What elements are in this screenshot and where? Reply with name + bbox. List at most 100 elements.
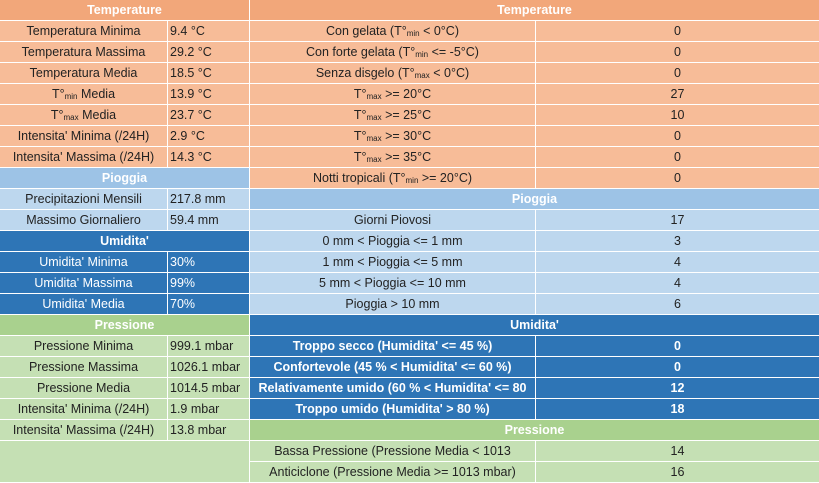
label-part: Senza disgelo (T°	[315, 66, 415, 80]
empty-filler-cell	[0, 441, 249, 482]
label-part: >= 20°C	[381, 87, 432, 101]
row-label: 1 mm < Pioggia <= 5 mm	[250, 252, 535, 272]
row-value: 10	[536, 105, 819, 125]
table-row: T°min Media 13.9 °C	[0, 84, 249, 104]
table-row: Pioggia > 10 mm 6	[250, 294, 819, 314]
row-label: Temperatura Media	[0, 63, 167, 83]
row-label: Pressione Minima	[0, 336, 167, 356]
row-value: 30%	[168, 252, 249, 272]
temperature-section-header: Temperature	[0, 0, 249, 20]
row-value: 0	[536, 21, 819, 41]
table-row: Umidita' Minima 30%	[0, 252, 249, 272]
table-row: Precipitazioni Mensili 217.8 mm	[0, 189, 249, 209]
table-row: 0 mm < Pioggia <= 1 mm 3	[250, 231, 819, 251]
row-label: Intensita' Minima (/24H)	[0, 399, 167, 419]
row-label: Notti tropicali (T°min >= 20°C)	[250, 168, 535, 188]
table-row: Temperatura Massima 29.2 °C	[0, 42, 249, 62]
row-value: 17	[536, 210, 819, 230]
table-row: Intensita' Massima (/24H) 14.3 °C	[0, 147, 249, 167]
row-label: Relativamente umido (60 % < Humidita' <=…	[250, 378, 535, 398]
row-value: 1014.5 mbar	[168, 378, 249, 398]
row-value: 4	[536, 273, 819, 293]
label-subscript: max	[414, 71, 430, 80]
row-label: 5 mm < Pioggia <= 10 mm	[250, 273, 535, 293]
table-row: T°max >= 25°C 10	[250, 105, 819, 125]
row-label: Temperatura Minima	[0, 21, 167, 41]
row-label: T°min Media	[0, 84, 167, 104]
label-part: Media	[78, 108, 117, 122]
table-row: Intensita' Massima (/24H) 13.8 mbar	[0, 420, 249, 440]
row-label: Intensita' Massima (/24H)	[0, 147, 167, 167]
row-label: Umidita' Media	[0, 294, 167, 314]
label-part: < 0°C)	[429, 66, 470, 80]
row-value: 18.5 °C	[168, 63, 249, 83]
row-value: 18	[536, 399, 819, 419]
row-value: 6	[536, 294, 819, 314]
row-value: 13.8 mbar	[168, 420, 249, 440]
left-summary-table: Temperature Temperatura Minima 9.4 °C Te…	[0, 0, 249, 483]
table-row: T°max >= 35°C 0	[250, 147, 819, 167]
row-label: Bassa Pressione (Pressione Media < 1013	[250, 441, 535, 461]
row-value: 13.9 °C	[168, 84, 249, 104]
row-label: Pressione Media	[0, 378, 167, 398]
label-part: Con forte gelata (T°	[306, 45, 416, 59]
row-value: 70%	[168, 294, 249, 314]
right-summary-table: Temperature Con gelata (T°min < 0°C) 0 C…	[250, 0, 819, 483]
row-value: 99%	[168, 273, 249, 293]
label-subscript: min	[64, 92, 78, 101]
table-row: Con gelata (T°min < 0°C) 0	[250, 21, 819, 41]
label-subscript: min	[405, 176, 419, 185]
label-part: < 0°C)	[419, 24, 459, 38]
row-value: 59.4 mm	[168, 210, 249, 230]
row-label: Giorni Piovosi	[250, 210, 535, 230]
label-part: T°	[51, 87, 65, 101]
table-row: Anticiclone (Pressione Media >= 1013 mba…	[250, 462, 819, 482]
row-value: 27	[536, 84, 819, 104]
row-value: 1026.1 mbar	[168, 357, 249, 377]
label-subscript: min	[406, 29, 420, 38]
table-row: Senza disgelo (T°max < 0°C) 0	[250, 63, 819, 83]
table-row: Pressione Massima 1026.1 mbar	[0, 357, 249, 377]
table-row: Troppo secco (Humidita' <= 45 %) 0	[250, 336, 819, 356]
row-value: 0	[536, 42, 819, 62]
row-label: 0 mm < Pioggia <= 1 mm	[250, 231, 535, 251]
row-label: Umidita' Massima	[0, 273, 167, 293]
table-row: Confortevole (45 % < Humidita' <= 60 %) …	[250, 357, 819, 377]
table-row: Pressione Media 1014.5 mbar	[0, 378, 249, 398]
umidita-section-header: Umidita'	[0, 231, 249, 251]
pressione-section-header: Pressione	[0, 315, 249, 335]
row-label: T°max >= 30°C	[250, 126, 535, 146]
row-label: Con forte gelata (T°min <= -5°C)	[250, 42, 535, 62]
row-value: 217.8 mm	[168, 189, 249, 209]
row-value: 4	[536, 252, 819, 272]
label-part: >= 20°C)	[418, 171, 473, 185]
row-value: 14.3 °C	[168, 147, 249, 167]
row-value: 999.1 mbar	[168, 336, 249, 356]
row-value: 2.9 °C	[168, 126, 249, 146]
row-label: Senza disgelo (T°max < 0°C)	[250, 63, 535, 83]
row-value: 3	[536, 231, 819, 251]
row-label: Con gelata (T°min < 0°C)	[250, 21, 535, 41]
row-value: 29.2 °C	[168, 42, 249, 62]
table-row: T°max Media 23.7 °C	[0, 105, 249, 125]
row-value: 0	[536, 63, 819, 83]
table-row: Intensita' Minima (/24H) 2.9 °C	[0, 126, 249, 146]
table-row: T°max >= 30°C 0	[250, 126, 819, 146]
label-subscript: min	[415, 50, 429, 59]
label-part: >= 25°C	[381, 108, 432, 122]
label-part: >= 35°C	[381, 150, 432, 164]
row-value: 14	[536, 441, 819, 461]
row-label: Temperatura Massima	[0, 42, 167, 62]
table-row: Notti tropicali (T°min >= 20°C) 0	[250, 168, 819, 188]
table-row: Temperatura Minima 9.4 °C	[0, 21, 249, 41]
table-row: Umidita' Massima 99%	[0, 273, 249, 293]
table-row: Intensita' Minima (/24H) 1.9 mbar	[0, 399, 249, 419]
row-value: 12	[536, 378, 819, 398]
row-label: Umidita' Minima	[0, 252, 167, 272]
row-value: 0	[536, 126, 819, 146]
pioggia-section-header: Pioggia	[0, 168, 249, 188]
row-value: 0	[536, 357, 819, 377]
table-row: 1 mm < Pioggia <= 5 mm 4	[250, 252, 819, 272]
row-label: T°max >= 35°C	[250, 147, 535, 167]
label-part: Media	[77, 87, 116, 101]
